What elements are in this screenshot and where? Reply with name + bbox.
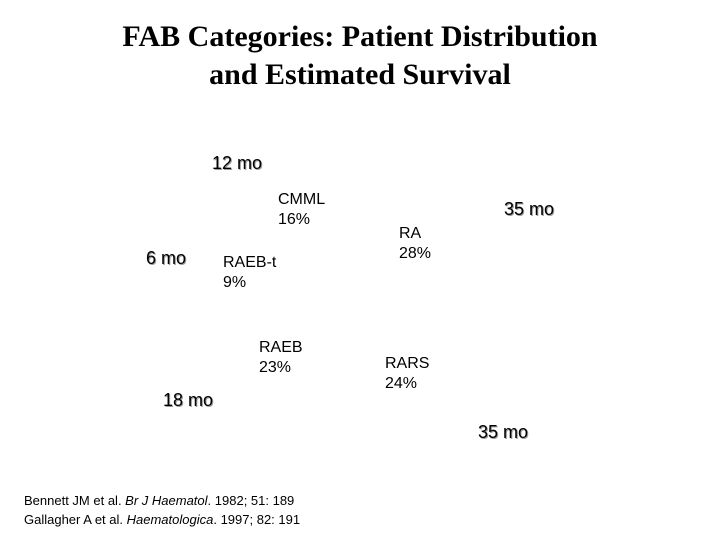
slice-label-cmml: CMML 16% bbox=[278, 190, 325, 230]
reference-1-details: . 1982; 51: 189 bbox=[207, 493, 295, 508]
slice-category-raeb: RAEB bbox=[259, 339, 303, 356]
reference-1-journal: Br J Haematol bbox=[125, 493, 208, 508]
slice-label-raeb-t: RAEB-t 9% bbox=[223, 253, 276, 293]
slice-category-rars: RARS bbox=[385, 355, 430, 372]
slice-percent-raeb-t: 9% bbox=[223, 274, 247, 291]
survival-label-ra: 35 mo bbox=[504, 199, 555, 219]
slide-title: FAB Categories: Patient Distribution and… bbox=[0, 18, 720, 94]
reference-2: Gallagher A et al. Haematologica. 1997; … bbox=[24, 510, 300, 529]
survival-label-rars: 35 mo bbox=[478, 422, 529, 442]
slice-label-ra: RA 28% bbox=[399, 224, 431, 264]
reference-2-journal: Haematologica bbox=[126, 512, 214, 527]
reference-2-authors: Gallagher A et al. bbox=[24, 512, 127, 527]
slice-label-raeb: RAEB 23% bbox=[259, 338, 303, 378]
slice-percent-rars: 24% bbox=[385, 375, 418, 392]
survival-label-raeb-t: 6 mo bbox=[146, 248, 187, 268]
title-line-1: FAB Categories: Patient Distribution bbox=[122, 20, 598, 53]
survival-label-raeb: 18 mo bbox=[163, 390, 214, 410]
slice-category-cmml: CMML bbox=[278, 191, 326, 208]
slice-category-ra: RA bbox=[399, 225, 422, 242]
reference-1-authors: Bennett JM et al. bbox=[24, 493, 126, 508]
reference-2-details: . 1997; 82: 191 bbox=[213, 512, 301, 527]
slice-percent-cmml: 16% bbox=[278, 211, 311, 228]
references: Bennett JM et al. Br J Haematol. 1982; 5… bbox=[24, 491, 300, 529]
title-line-2: and Estimated Survival bbox=[209, 58, 511, 91]
slice-percent-ra: 28% bbox=[399, 245, 432, 262]
survival-label-cmml: 12 mo bbox=[212, 153, 263, 173]
slice-label-rars: RARS 24% bbox=[385, 354, 429, 394]
slice-category-raeb-t: RAEB-t bbox=[223, 254, 277, 271]
slice-percent-raeb: 23% bbox=[259, 359, 292, 376]
reference-1: Bennett JM et al. Br J Haematol. 1982; 5… bbox=[24, 491, 300, 510]
